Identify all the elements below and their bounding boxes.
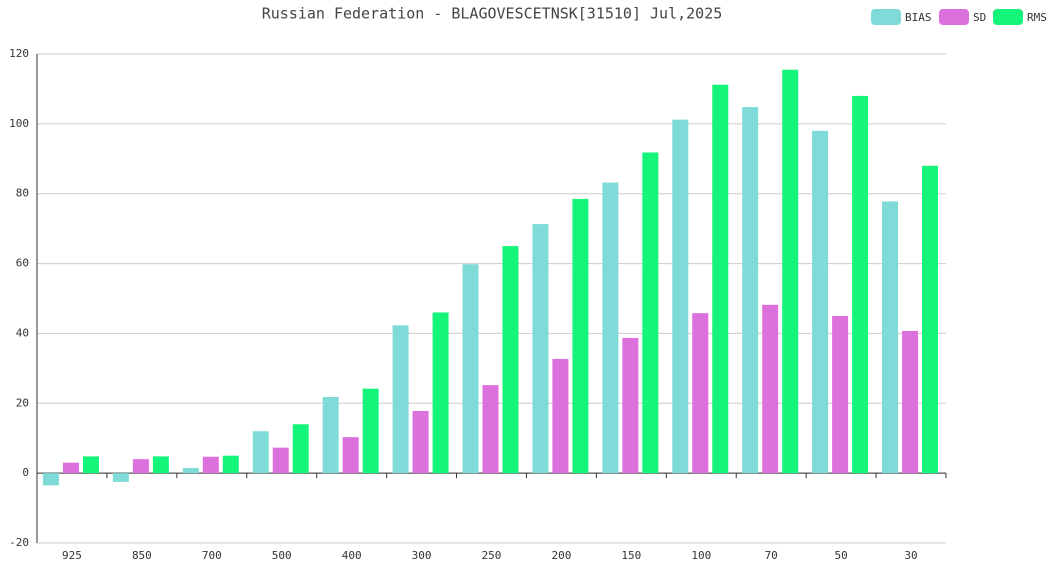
bar [322, 396, 339, 474]
bar [832, 315, 849, 474]
chart-title: Russian Federation - BLAGOVESCETNSK[3151… [262, 5, 723, 23]
bar [602, 182, 619, 474]
x-tick-label: 30 [904, 549, 917, 562]
y-tick-label: 40 [16, 326, 29, 339]
bar [692, 313, 709, 474]
x-tick-label: 850 [132, 549, 152, 562]
bar [622, 337, 639, 474]
bar [42, 473, 59, 486]
x-tick-label: 400 [342, 549, 362, 562]
x-tick-label: 500 [272, 549, 292, 562]
x-tick-label: 150 [621, 549, 641, 562]
y-tick-label: 100 [9, 117, 29, 130]
bar [812, 130, 829, 474]
bar [112, 473, 129, 482]
bar [902, 330, 919, 474]
bar [152, 456, 169, 474]
legend-swatch [939, 9, 969, 25]
bar [712, 84, 729, 474]
bar [272, 447, 289, 474]
bar [292, 424, 309, 474]
bar [202, 456, 219, 474]
bar [62, 462, 79, 474]
bar [482, 385, 499, 474]
bar [532, 224, 549, 474]
x-tick-label: 250 [482, 549, 502, 562]
y-tick-label: 20 [16, 396, 29, 409]
legend-label: RMS [1027, 11, 1047, 24]
legend-label: BIAS [905, 11, 932, 24]
bar [762, 304, 779, 474]
bar [182, 467, 199, 474]
bar [852, 95, 869, 474]
y-tick-label: 60 [16, 257, 29, 270]
bar [882, 201, 899, 474]
bar [252, 431, 269, 474]
bar [82, 456, 99, 474]
bar [412, 410, 429, 474]
bar [642, 152, 659, 474]
bar [132, 459, 149, 474]
legend-swatch [993, 9, 1023, 25]
bar [222, 455, 239, 474]
bar [462, 264, 479, 474]
bar [342, 437, 359, 474]
bar [432, 312, 449, 474]
bar [922, 165, 939, 474]
y-tick-label: 80 [16, 187, 29, 200]
y-tick-label: -20 [9, 536, 29, 549]
x-tick-label: 50 [834, 549, 847, 562]
bar [572, 198, 589, 474]
bar [502, 246, 519, 474]
x-tick-label: 925 [62, 549, 82, 562]
y-tick-label: 120 [9, 47, 29, 60]
legend-swatch [871, 9, 901, 25]
x-tick-label: 70 [765, 549, 778, 562]
bar [392, 325, 409, 474]
bar [742, 107, 759, 474]
bar [672, 119, 689, 474]
x-tick-label: 100 [691, 549, 711, 562]
x-tick-label: 700 [202, 549, 222, 562]
x-tick-label: 300 [412, 549, 432, 562]
x-tick-label: 200 [551, 549, 571, 562]
bar [782, 69, 799, 474]
legend-label: SD [973, 11, 986, 24]
bar [362, 388, 379, 474]
bar [552, 358, 569, 474]
y-tick-label: 0 [22, 466, 29, 479]
